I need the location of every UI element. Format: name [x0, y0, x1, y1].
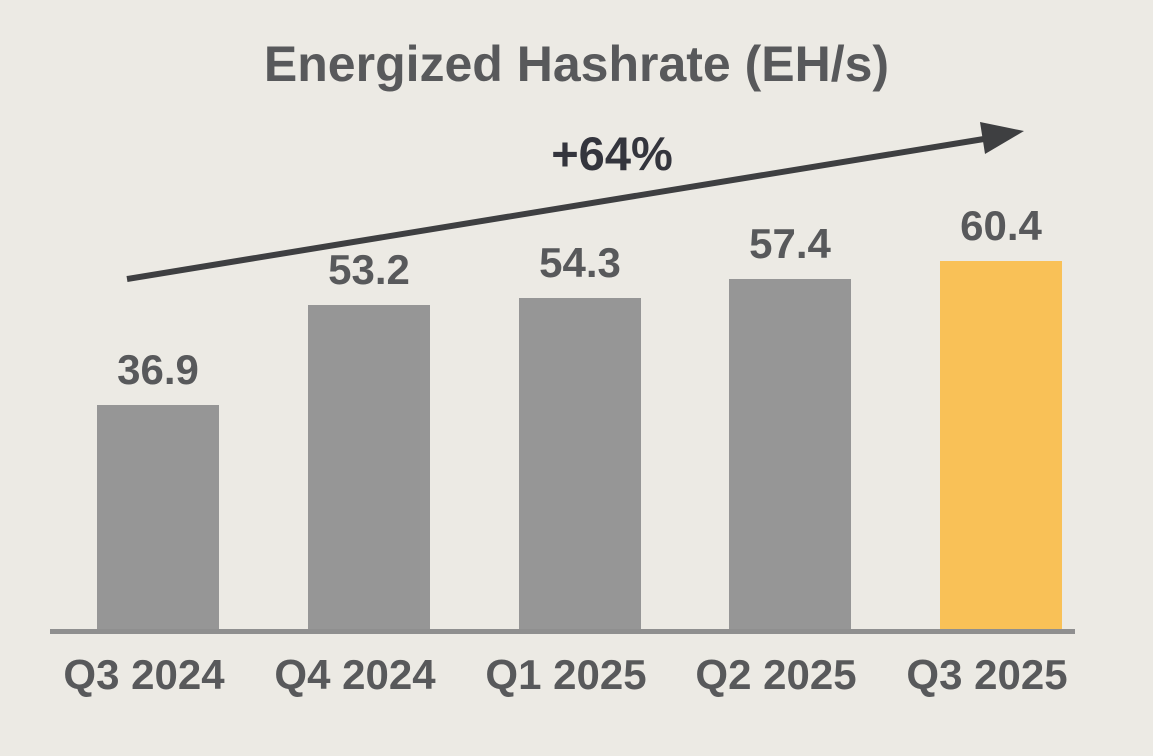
- x-tick-label: Q4 2024: [274, 651, 436, 698]
- bar-q4-2024: [308, 305, 430, 630]
- bar-q2-2025: [729, 279, 851, 630]
- value-label: 57.4: [749, 220, 831, 267]
- x-tick-label: Q3 2025: [906, 651, 1068, 698]
- bar-q3-2024: [97, 405, 219, 630]
- value-label: 53.2: [328, 246, 410, 293]
- bar-q1-2025: [519, 298, 641, 630]
- x-tick-label: Q2 2025: [695, 651, 857, 698]
- x-tick-label: Q3 2024: [63, 651, 225, 698]
- value-label: 36.9: [117, 346, 199, 393]
- x-axis-line: [50, 629, 1075, 634]
- chart-title: Energized Hashrate (EH/s): [263, 36, 890, 92]
- bar-q3-2025: [940, 261, 1062, 630]
- value-label: 54.3: [539, 239, 621, 286]
- x-tick-label: Q1 2025: [485, 651, 647, 698]
- value-label: 60.4: [960, 202, 1042, 249]
